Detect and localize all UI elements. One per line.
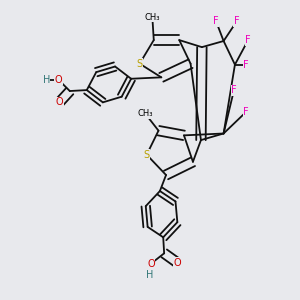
Text: F: F bbox=[231, 85, 237, 95]
Text: O: O bbox=[147, 259, 155, 269]
Text: H: H bbox=[43, 75, 50, 85]
Text: F: F bbox=[234, 16, 240, 26]
Text: S: S bbox=[136, 59, 143, 69]
Text: F: F bbox=[243, 60, 249, 70]
Text: CH₃: CH₃ bbox=[137, 109, 153, 118]
Text: S: S bbox=[144, 150, 150, 160]
Text: F: F bbox=[245, 35, 251, 45]
Text: O: O bbox=[56, 98, 63, 107]
Text: H: H bbox=[146, 270, 153, 280]
Text: O: O bbox=[174, 258, 181, 268]
Text: F: F bbox=[243, 107, 249, 117]
Text: O: O bbox=[55, 75, 62, 85]
Text: F: F bbox=[213, 16, 219, 26]
Text: CH₃: CH₃ bbox=[145, 13, 160, 22]
